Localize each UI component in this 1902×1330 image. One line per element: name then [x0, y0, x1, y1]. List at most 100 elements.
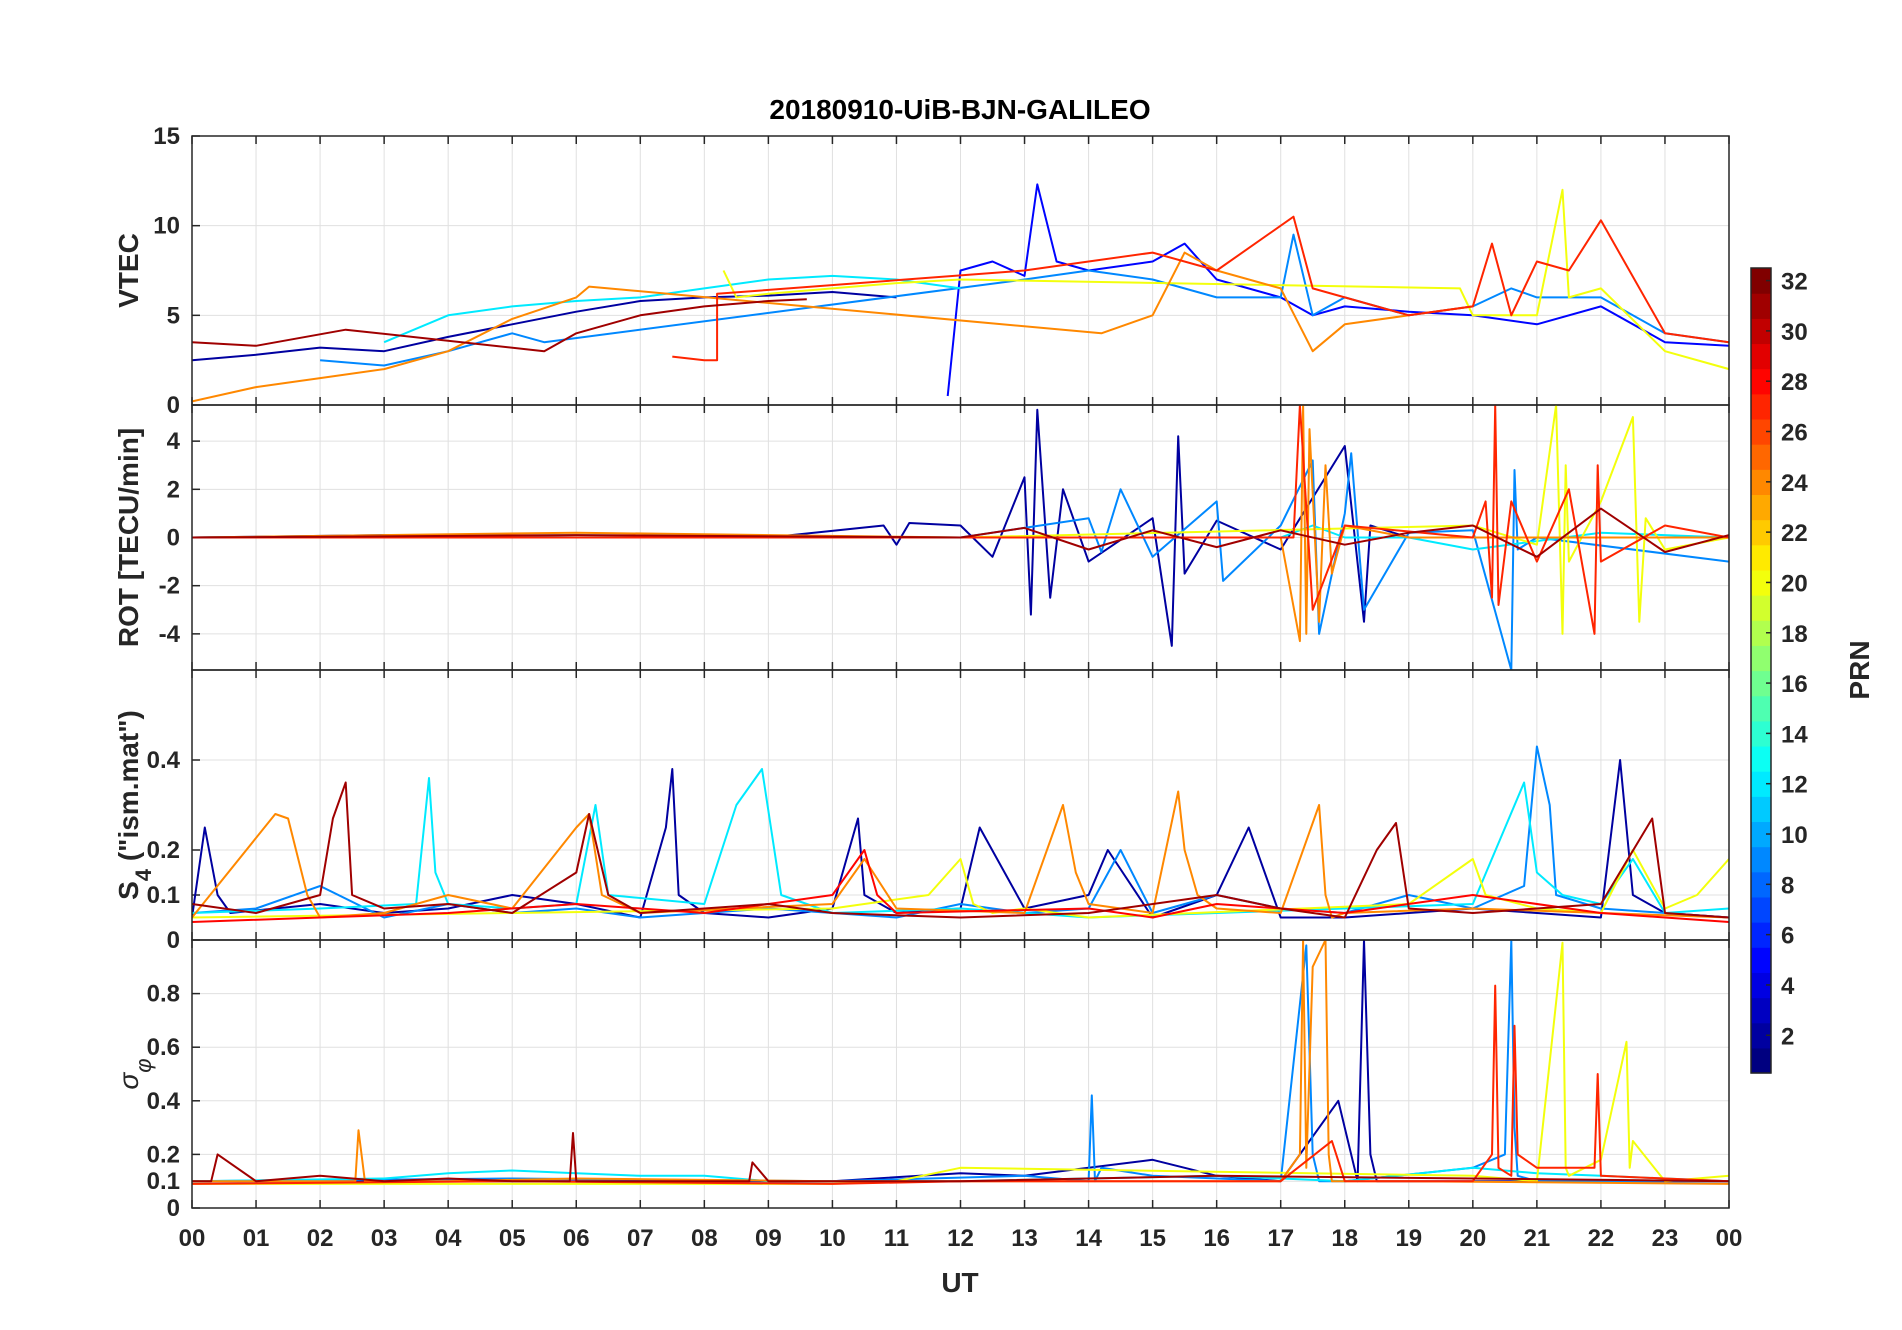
colorbar-tick-label: 4 [1781, 973, 1795, 1000]
colorbar-band [1751, 494, 1771, 521]
x-tick-label: 03 [371, 1225, 398, 1252]
x-tick-label: 19 [1395, 1225, 1422, 1252]
x-tick-label: 16 [1203, 1225, 1230, 1252]
colorbar-tick-label: 6 [1781, 923, 1794, 950]
series-prn-9 [320, 233, 1729, 367]
y-tick-label: -2 [159, 573, 180, 600]
x-tick-label: 21 [1524, 1225, 1551, 1252]
colorbar-band [1751, 469, 1771, 496]
x-tick-label: 09 [755, 1225, 782, 1252]
series-prn-27 [192, 405, 1729, 635]
x-tick-label: 07 [627, 1225, 654, 1252]
y-axis-label: ROT [TECU/min] [113, 428, 144, 647]
colorbar-tick-label: 2 [1781, 1023, 1794, 1050]
x-tick-label: 22 [1588, 1225, 1615, 1252]
colorbar-band [1751, 1022, 1771, 1049]
colorbar-band [1751, 922, 1771, 948]
colorbar-tick-label: 24 [1781, 470, 1808, 497]
colorbar-band [1751, 444, 1771, 470]
y-tick-label: 10 [153, 213, 180, 240]
y-tick-label: 0.4 [147, 747, 181, 774]
series-prn-31 [192, 507, 1729, 558]
series-prn-31 [192, 781, 1729, 919]
y-tick-label: 0 [167, 1195, 180, 1222]
colorbar-frame [1750, 267, 1772, 1074]
y-tick-label: 0.2 [147, 1141, 180, 1168]
colorbar-band [1751, 997, 1771, 1024]
y-axis-label: S4 ("ism.mat") [113, 710, 156, 900]
x-tick-label: 01 [243, 1225, 270, 1252]
series-prn-28 [192, 849, 1729, 923]
x-tick-label: 14 [1075, 1225, 1102, 1252]
colorbar-tick-label: 32 [1781, 269, 1808, 296]
y-tick-label: -4 [159, 621, 181, 648]
y-tick-label: 15 [153, 123, 180, 150]
series-prn-2 [192, 291, 897, 362]
colorbar-tick-label: 16 [1781, 671, 1808, 698]
colorbar-tick-label: 26 [1781, 420, 1808, 447]
x-tick-label: 02 [307, 1225, 334, 1252]
colorbar-band [1751, 519, 1771, 546]
colorbar-band [1751, 972, 1771, 999]
colorbar-band [1751, 343, 1771, 370]
colorbar-band [1751, 293, 1771, 319]
series-prn-2 [192, 408, 1729, 647]
colorbar-band [1751, 745, 1771, 772]
series-prn-2 [192, 940, 1729, 1183]
series-group [192, 745, 1729, 923]
colorbar-tick-label: 12 [1781, 772, 1808, 799]
colorbar-tick-label: 28 [1781, 369, 1808, 396]
x-tick-label: 11 [884, 1225, 909, 1252]
colorbar-band [1751, 569, 1771, 596]
colorbar-band [1751, 796, 1771, 823]
x-tick-label: 17 [1267, 1225, 1294, 1252]
x-tick-label: 04 [435, 1225, 462, 1252]
x-tick-label: 06 [563, 1225, 590, 1252]
colorbar-band [1751, 620, 1771, 646]
panel-1: 0 5 10 15 VTEC [113, 123, 1730, 419]
x-tick-label: 15 [1139, 1225, 1166, 1252]
colorbar-band [1751, 1047, 1771, 1074]
colorbar-tick-label: 30 [1781, 319, 1808, 346]
colorbar-band [1751, 393, 1771, 420]
colorbar-band [1751, 544, 1771, 571]
series-group [192, 940, 1729, 1185]
x-tick-label: 00 [1716, 1225, 1743, 1252]
colorbar-band [1751, 368, 1771, 395]
y-tick-label: 0 [167, 927, 180, 954]
y-tick-label: 0.2 [147, 837, 180, 864]
x-tick-label: 00 [179, 1225, 206, 1252]
x-tick-label: 23 [1652, 1225, 1679, 1252]
y-tick-label: 0 [167, 392, 180, 419]
series-prn-24 [192, 251, 1473, 403]
x-tick-label: 10 [819, 1225, 846, 1252]
colorbar-band [1751, 670, 1771, 697]
colorbar-tick-label: 20 [1781, 570, 1808, 597]
y-tick-label: 0.1 [147, 1168, 180, 1195]
x-tick-labels: 00 01 02 03 04 05 06 07 08 09 10 11 12 13 14 15 16 17 18 19… [179, 1225, 1743, 1252]
chart-title: 20180910-UiB-BJN-GALILEO [769, 94, 1150, 125]
series-prn-12 [192, 768, 1729, 919]
y-tick-label: 0.8 [147, 981, 180, 1008]
colorbar-band [1751, 318, 1771, 345]
series-prn-20 [192, 405, 1729, 635]
x-tick-label: 13 [1011, 1225, 1038, 1252]
colorbar-tick-label: 22 [1781, 520, 1808, 547]
series-prn-31 [192, 1132, 1729, 1183]
panel-2: -4 -2 0 2 4 ROT [TECU/min] [113, 404, 1730, 671]
x-tick-label: 08 [691, 1225, 718, 1252]
series-prn-27 [672, 215, 1729, 362]
colorbar-band [1751, 771, 1771, 797]
series-prn-12 [383, 274, 961, 344]
series-group [192, 405, 1729, 670]
y-tick-label: 0.4 [147, 1088, 181, 1115]
series-prn-5 [946, 183, 1729, 397]
y-tick-label: 5 [167, 302, 180, 329]
colorbar-band [1751, 720, 1771, 747]
x-tick-label: 20 [1459, 1225, 1486, 1252]
panel-4: 00.10.2 0.4 0.6 0.8 σφ [113, 939, 1730, 1222]
panel-frame [191, 939, 1730, 1209]
series-prn-24 [192, 790, 1729, 919]
